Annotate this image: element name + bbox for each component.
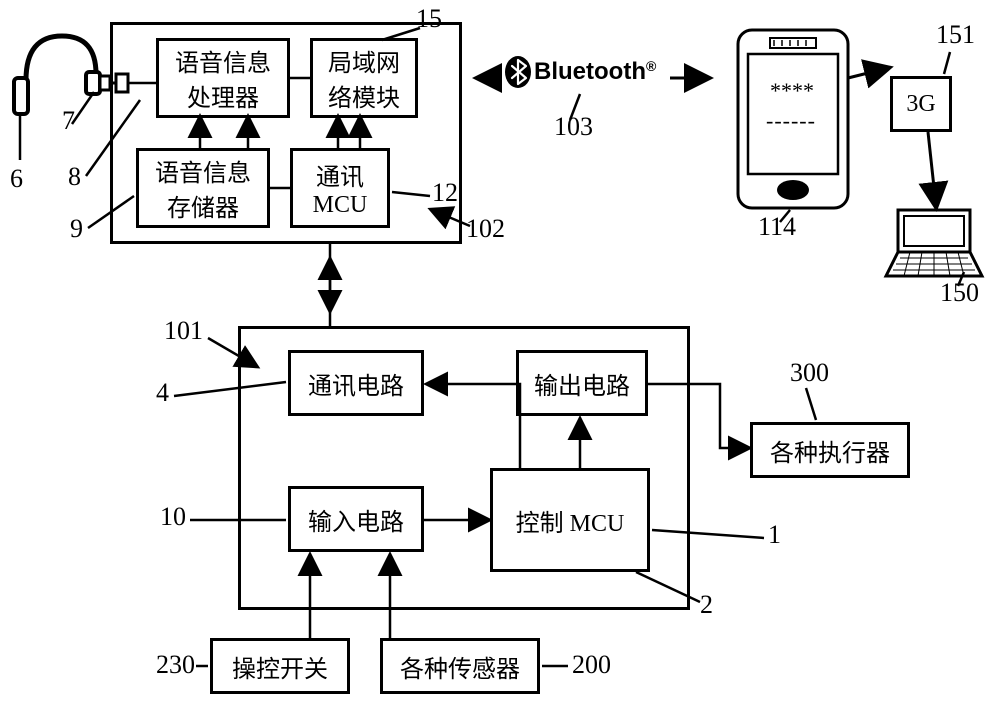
bluetooth-label: Bluetooth® (534, 58, 656, 86)
phone-dashes: ------ (766, 108, 816, 134)
threeg-box: 3G (890, 76, 952, 132)
label-114: 114 (758, 212, 796, 242)
label-10: 10 (160, 502, 186, 532)
label-200: 200 (572, 650, 611, 680)
label-4: 4 (156, 378, 169, 408)
label-8: 8 (68, 162, 81, 192)
label-15: 15 (416, 4, 442, 34)
switch-text: 操控开关 (232, 649, 328, 684)
label-1: 1 (768, 520, 781, 550)
commmcu-l2: MCU (313, 192, 368, 218)
voice-processor-box: 语音信息 处理器 (156, 38, 290, 118)
control-mcu-text: 控制 MCU (516, 503, 625, 538)
lan-l1: 局域网 (328, 51, 400, 77)
store-l2: 存储器 (167, 196, 239, 222)
label-2: 2 (700, 590, 713, 620)
voice-storage-box: 语音信息 存储器 (136, 148, 270, 228)
input-circuit-box: 输入电路 (288, 486, 424, 552)
actuators-box: 各种执行器 (750, 422, 910, 478)
label-9: 9 (70, 214, 83, 244)
comm-circuit-box: 通讯电路 (288, 350, 424, 416)
threeg-text: 3G (906, 91, 935, 118)
label-7: 7 (62, 106, 75, 136)
commmcu-l1: 通讯 (316, 165, 364, 191)
bluetooth-text: Bluetooth (534, 58, 646, 85)
output-circuit-box: 输出电路 (516, 350, 648, 416)
sensors-box: 各种传感器 (380, 638, 540, 694)
diagram-canvas: 语音信息 处理器 局域网 络模块 语音信息 存储器 通讯 MCU 通讯电路 输出… (0, 0, 1000, 719)
label-103: 103 (554, 112, 593, 142)
label-102: 102 (466, 214, 505, 244)
output-circuit-text: 输出电路 (534, 366, 630, 401)
label-230: 230 (156, 650, 195, 680)
voice-proc-l1: 语音信息 (175, 51, 271, 77)
phone-stars: **** (770, 78, 814, 104)
label-150: 150 (940, 278, 979, 308)
switch-box: 操控开关 (210, 638, 350, 694)
voice-proc-l2: 处理器 (187, 86, 259, 112)
sensors-text: 各种传感器 (400, 649, 520, 684)
comm-circuit-text: 通讯电路 (308, 366, 404, 401)
comm-mcu-box: 通讯 MCU (290, 148, 390, 228)
label-12: 12 (432, 178, 458, 208)
lan-module-box: 局域网 络模块 (310, 38, 418, 118)
actuators-text: 各种执行器 (770, 433, 890, 468)
label-151: 151 (936, 20, 975, 50)
store-l1: 语音信息 (155, 161, 251, 187)
control-mcu-box: 控制 MCU (490, 468, 650, 572)
label-300: 300 (790, 358, 829, 388)
input-circuit-text: 输入电路 (308, 502, 404, 537)
label-101: 101 (164, 316, 203, 346)
label-6: 6 (10, 164, 23, 194)
lan-l2: 络模块 (328, 86, 400, 112)
